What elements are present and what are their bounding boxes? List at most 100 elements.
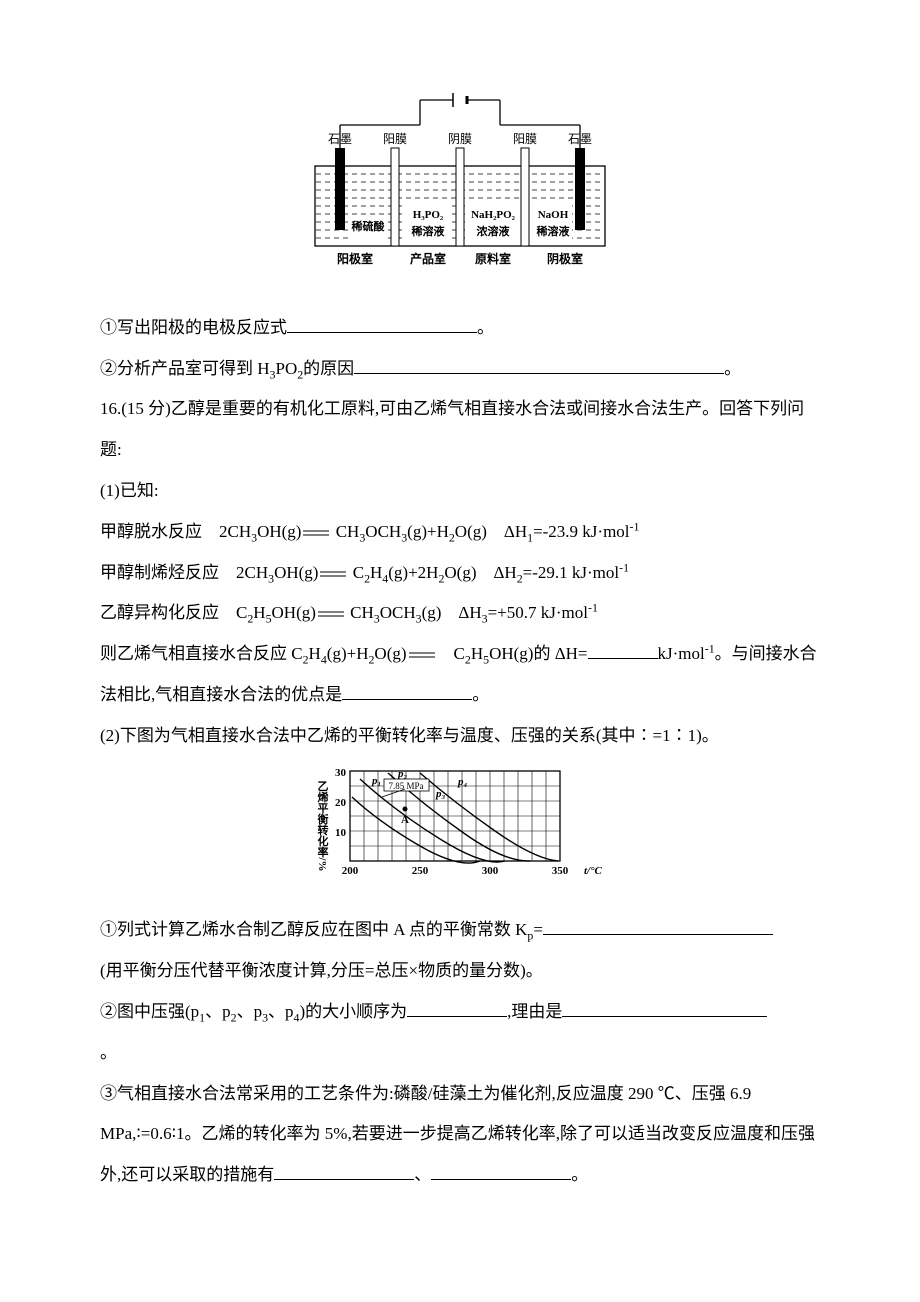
svg-text:200: 200 bbox=[342, 865, 359, 877]
text: OH(g) bbox=[272, 603, 316, 622]
question-line: ②分析产品室可得到 H3PO2的原因。 bbox=[100, 349, 820, 390]
text: PO bbox=[275, 359, 297, 378]
question-note: (用平衡分压代替平衡浓度计算,分压=总压×物质的量分数)。 bbox=[100, 951, 820, 992]
text: OCH bbox=[365, 522, 401, 541]
svg-text:石墨: 石墨 bbox=[568, 132, 592, 146]
electrolysis-diagram: 石墨 阳膜 阴膜 阳膜 石墨 稀硫酸 H₃PO₂ 稀溶液 NaH₂PO₂ 浓溶液… bbox=[100, 90, 820, 296]
text: kJ·mol bbox=[658, 644, 705, 663]
svg-text:300: 300 bbox=[482, 865, 499, 877]
svg-text:p₁: p₁ bbox=[371, 775, 381, 787]
svg-text:p₄: p₄ bbox=[457, 776, 468, 788]
reaction-1: 甲醇脱水反应 2CH3OH(g) CH3OCH3(g)+H2O(g) ΔH1=-… bbox=[100, 512, 820, 553]
text: 。 bbox=[571, 1165, 588, 1184]
svg-text:阳膜: 阳膜 bbox=[383, 132, 407, 146]
blank bbox=[543, 916, 773, 936]
question-line: ①列式计算乙烯水合制乙醇反应在图中 A 点的平衡常数 Kp= bbox=[100, 910, 820, 951]
text: 。 bbox=[472, 685, 489, 704]
question-line: ③气相直接水合法常采用的工艺条件为:磷酸/硅藻土为催化剂,反应温度 290 ℃、… bbox=[100, 1074, 820, 1196]
equilibrium-arrow bbox=[318, 569, 348, 579]
svg-text:阳膜: 阳膜 bbox=[513, 132, 537, 146]
reaction-2: 甲醇制烯烃反应 2CH3OH(g) C2H4(g)+2H2O(g) ΔH2=-2… bbox=[100, 553, 820, 594]
text: (g)+2H bbox=[388, 563, 438, 582]
blank bbox=[274, 1160, 414, 1180]
question-line: 。 bbox=[100, 1033, 820, 1074]
sub-heading: (1)已知: bbox=[100, 471, 820, 512]
text: = bbox=[533, 920, 543, 939]
svg-text:p₃: p₃ bbox=[435, 788, 446, 800]
equilibrium-arrow bbox=[316, 609, 346, 619]
text: O(g) bbox=[374, 644, 406, 663]
text: 、p bbox=[268, 1002, 294, 1021]
text: 甲醇脱水反应 2CH bbox=[100, 522, 251, 541]
svg-text:A: A bbox=[401, 814, 409, 826]
reaction-4: 则乙烯气相直接水合反应 C2H4(g)+H2O(g) C2H5OH(g)的 ΔH… bbox=[100, 634, 820, 716]
svg-text:产品室: 产品室 bbox=[410, 251, 446, 266]
text: (g) ΔH bbox=[422, 603, 482, 622]
question-line: ①写出阳极的电极反应式 。 bbox=[100, 308, 820, 349]
text: )的大小顺序为 bbox=[299, 1002, 407, 1021]
text: O(g) ΔH bbox=[455, 522, 527, 541]
svg-text:250: 250 bbox=[412, 865, 429, 877]
svg-text:350: 350 bbox=[552, 865, 569, 877]
svg-text:石墨: 石墨 bbox=[328, 132, 352, 146]
blank bbox=[431, 1160, 571, 1180]
svg-text:20: 20 bbox=[335, 797, 347, 809]
text: =+50.7 kJ·mol bbox=[488, 603, 588, 622]
text: 、p bbox=[237, 1002, 263, 1021]
svg-text:稀溶液: 稀溶液 bbox=[412, 224, 446, 238]
svg-text:NaH₂PO₂: NaH₂PO₂ bbox=[471, 209, 516, 221]
text: H bbox=[309, 644, 321, 663]
text: ②图中压强(p bbox=[100, 1002, 199, 1021]
blank bbox=[354, 354, 724, 374]
text: 。 bbox=[724, 359, 741, 378]
svg-text:浓溶液: 浓溶液 bbox=[477, 224, 511, 238]
question-line: ②图中压强(p1、p2、p3、p4)的大小顺序为,理由是 bbox=[100, 992, 820, 1033]
svg-text:稀溶液: 稀溶液 bbox=[537, 224, 571, 238]
text: H bbox=[471, 644, 483, 663]
svg-text:阴膜: 阴膜 bbox=[448, 132, 472, 146]
text: ①列式计算乙烯水合制乙醇反应在图中 A 点的平衡常数 K bbox=[100, 920, 527, 939]
svg-text:阴极室: 阴极室 bbox=[547, 251, 583, 266]
blank bbox=[407, 997, 507, 1017]
svg-text:NaOH: NaOH bbox=[538, 209, 569, 221]
sub-heading: (2)下图为气相直接水合法中乙烯的平衡转化率与温度、压强的关系(其中∶=1∶1)… bbox=[100, 716, 820, 757]
text: O(g) ΔH bbox=[444, 563, 516, 582]
text: H bbox=[253, 603, 265, 622]
text: ②分析产品室可得到 H bbox=[100, 359, 270, 378]
svg-text:30: 30 bbox=[335, 767, 347, 779]
text: 。 bbox=[100, 1043, 117, 1062]
svg-text:阳极室: 阳极室 bbox=[337, 251, 373, 266]
blank bbox=[562, 997, 767, 1017]
svg-text:乙烯平衡转化率/%: 乙烯平衡转化率/% bbox=[316, 780, 329, 871]
text: OH(g) bbox=[257, 522, 301, 541]
svg-text:稀硫酸: 稀硫酸 bbox=[352, 219, 386, 233]
text: 的原因 bbox=[303, 359, 354, 378]
blank bbox=[287, 313, 477, 333]
text: CH bbox=[331, 522, 359, 541]
text: C bbox=[348, 563, 364, 582]
equilibrium-arrow bbox=[301, 528, 331, 538]
text: 则乙烯气相直接水合反应 C bbox=[100, 644, 303, 663]
blank bbox=[588, 639, 658, 659]
text: 乙醇异构化反应 C bbox=[100, 603, 247, 622]
svg-text:10: 10 bbox=[335, 827, 347, 839]
reaction-3: 乙醇异构化反应 C2H5OH(g) CH3OCH3(g) ΔH3=+50.7 k… bbox=[100, 593, 820, 634]
text: CH bbox=[346, 603, 374, 622]
svg-text:7.85 MPa: 7.85 MPa bbox=[388, 781, 423, 791]
svg-text:H₃PO₂: H₃PO₂ bbox=[413, 209, 444, 221]
text: 、 bbox=[414, 1165, 431, 1184]
text: 。 bbox=[477, 318, 494, 337]
text: 、p bbox=[205, 1002, 231, 1021]
text: ①写出阳极的电极反应式 bbox=[100, 318, 287, 337]
question-16: 16.(15 分)乙醇是重要的有机化工原料,可由乙烯气相直接水合法或间接水合法生… bbox=[100, 389, 820, 471]
text: OH(g) bbox=[274, 563, 318, 582]
svg-text:原料室: 原料室 bbox=[475, 251, 511, 266]
blank bbox=[342, 680, 472, 700]
text: OH(g)的 ΔH= bbox=[489, 644, 587, 663]
text: (g)+H bbox=[327, 644, 369, 663]
text: =-29.1 kJ·mol bbox=[523, 563, 619, 582]
text: C bbox=[437, 644, 465, 663]
text: 甲醇制烯烃反应 2CH bbox=[100, 563, 268, 582]
text: =-23.9 kJ·mol bbox=[533, 522, 629, 541]
text: H bbox=[370, 563, 382, 582]
